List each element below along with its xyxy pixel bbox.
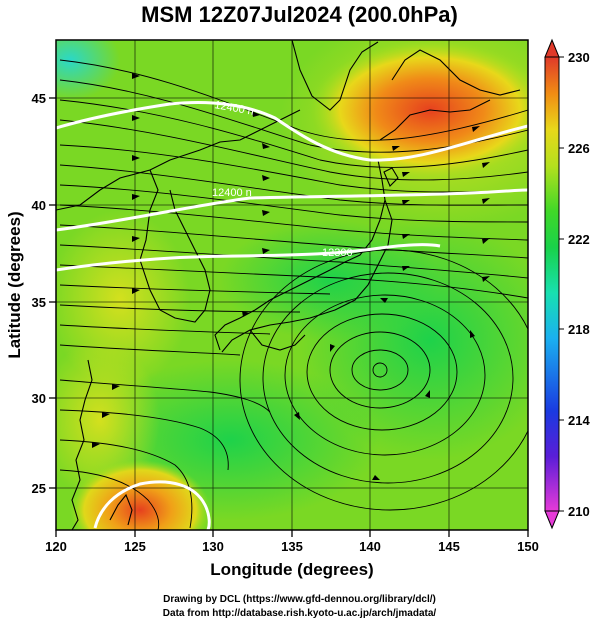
x-tick-label: 130 — [202, 539, 224, 554]
y-tick-label: 30 — [32, 391, 46, 406]
y-tick-label: 45 — [32, 91, 46, 106]
colorbar-tick-label: 218 — [568, 322, 590, 337]
x-axis-title: Longitude (degrees) — [210, 560, 373, 579]
x-tick-label: 120 — [45, 539, 67, 554]
contour-line-4 — [93, 480, 211, 530]
colorbar-upper-extend — [544, 38, 560, 58]
credit-drawing: Drawing by DCL (https://www.gfd-dennou.o… — [163, 594, 436, 605]
contour-line-1 — [56, 101, 528, 162]
x-tick-label: 125 — [124, 539, 146, 554]
colorbar-tick-label: 210 — [568, 504, 590, 519]
contour-line-2 — [56, 188, 528, 232]
colorbar: 230 226 222 218 214 210 — [544, 38, 590, 530]
credit-data-source: Data from http://database.rish.kyoto-u.a… — [162, 608, 437, 619]
y-tick-label: 35 — [32, 295, 46, 310]
colorbar-tick-label: 214 — [568, 413, 590, 428]
y-tick-label: 25 — [32, 481, 46, 496]
y-tick-label: 40 — [32, 198, 46, 213]
axis-ticks — [49, 97, 529, 537]
colorbar-tick-label: 226 — [568, 141, 590, 156]
y-axis-title: Latitude (degrees) — [5, 211, 24, 358]
y-tick-labels: 25 30 35 40 45 — [32, 91, 46, 496]
coastlines — [56, 40, 521, 530]
x-tick-label: 140 — [359, 539, 381, 554]
map-title: MSM 12Z07Jul2024 (200.0hPa) — [141, 2, 458, 27]
colorbar-tick-label: 230 — [568, 50, 590, 65]
contour-label-2: 12400 n — [212, 187, 252, 199]
x-tick-labels: 120 125 130 135 140 145 150 — [45, 539, 539, 554]
grid-lines — [56, 40, 528, 530]
colorbar-tick-label: 222 — [568, 232, 590, 247]
wind-arrowheads — [92, 73, 490, 480]
x-tick-label: 135 — [281, 539, 303, 554]
x-tick-label: 150 — [517, 539, 539, 554]
height-contours — [56, 101, 528, 530]
colorbar-gradient — [544, 56, 560, 512]
colorbar-lower-extend — [544, 510, 560, 530]
contour-line-3 — [56, 243, 441, 272]
contour-label-3: 12300 — [322, 247, 353, 259]
x-tick-label: 145 — [438, 539, 460, 554]
